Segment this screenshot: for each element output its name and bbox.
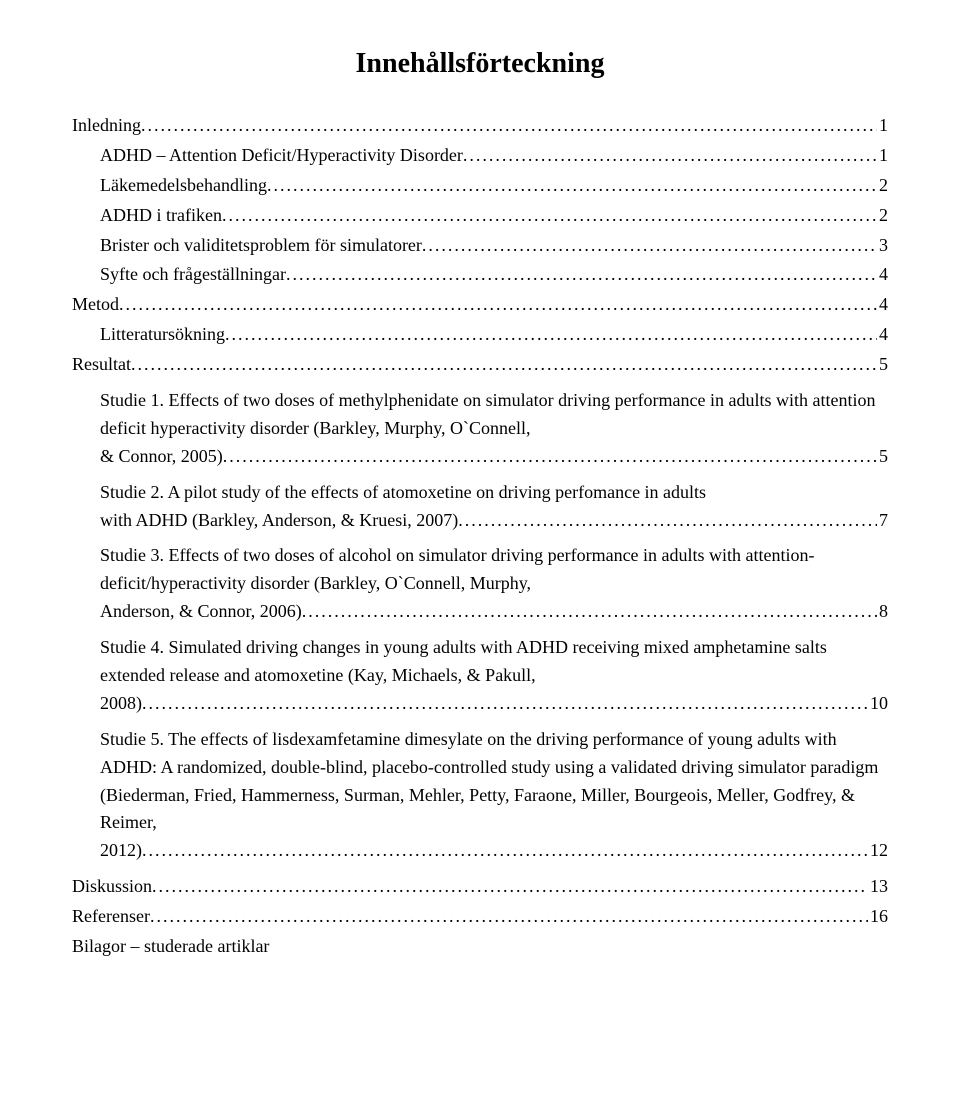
toc-page: 1	[877, 142, 888, 170]
toc-label: Metod	[72, 291, 119, 319]
toc-entry: Referenser 16	[72, 903, 888, 931]
toc-top-section: Inledning 1 ADHD – Attention Deficit/Hyper…	[72, 112, 888, 379]
toc-entry: Metod 4	[72, 291, 888, 319]
toc-studies-section: Studie 1. Effects of two doses of methyl…	[72, 387, 888, 865]
toc-leader	[142, 690, 868, 718]
toc-study-last: & Connor, 2005)	[100, 443, 223, 471]
toc-page: 16	[868, 903, 888, 931]
toc-tail-section: Diskussion 13 Referenser 16 Bilagor – studer…	[72, 865, 888, 961]
toc-leader	[302, 598, 877, 626]
toc-leader	[422, 232, 877, 260]
toc-leader	[225, 321, 877, 349]
toc-study-last: Anderson, & Connor, 2006)	[100, 598, 302, 626]
toc-page: 4	[877, 261, 888, 289]
toc-study-entry: Studie 1. Effects of two doses of methyl…	[72, 387, 888, 471]
toc-page: 4	[877, 291, 888, 319]
toc-label: ADHD – Attention Deficit/Hyperactivity D…	[100, 142, 463, 170]
toc-study-last: 2012)	[100, 837, 142, 865]
toc-entry: ADHD i trafiken 2	[72, 202, 888, 230]
toc-label: Brister och validitetsproblem för simula…	[100, 232, 422, 260]
toc-study-text: Studie 2. A pilot study of the effects o…	[100, 479, 888, 507]
toc-study-entry: Studie 2. A pilot study of the effects o…	[72, 479, 888, 535]
toc-leader	[119, 291, 877, 319]
toc-label: ADHD i trafiken	[100, 202, 222, 230]
toc-label: Diskussion	[72, 873, 152, 901]
toc-page: 4	[877, 321, 888, 349]
toc-study-entry: Studie 3. Effects of two doses of alcoho…	[72, 542, 888, 626]
toc-entry: Syfte och frågeställningar 4	[72, 261, 888, 289]
toc-page: 8	[877, 598, 888, 626]
toc-label: Referenser	[72, 903, 150, 931]
toc-page: 12	[868, 837, 888, 865]
toc-page: 5	[877, 443, 888, 471]
toc-leader	[458, 507, 877, 535]
toc-study-entry: Studie 4. Simulated driving changes in y…	[72, 634, 888, 718]
toc-study-text: Studie 5. The effects of lisdexamfetamin…	[100, 726, 888, 838]
toc-study-last: with ADHD (Barkley, Anderson, & Kruesi, …	[100, 507, 458, 535]
toc-page: 2	[877, 172, 888, 200]
toc-label: Resultat	[72, 351, 131, 379]
toc-entry: ADHD – Attention Deficit/Hyperactivity D…	[72, 142, 888, 170]
toc-leader	[223, 443, 877, 471]
toc-entry: Inledning 1	[72, 112, 888, 140]
toc-study-last: 2008)	[100, 690, 142, 718]
toc-page: 7	[877, 507, 888, 535]
toc-page: 5	[877, 351, 888, 379]
toc-leader	[152, 873, 868, 901]
toc-entry: Litteratursökning 4	[72, 321, 888, 349]
toc-leader	[142, 837, 868, 865]
toc-study-entry: Studie 5. The effects of lisdexamfetamin…	[72, 726, 888, 865]
toc-label: Syfte och frågeställningar	[100, 261, 286, 289]
toc-page: 13	[868, 873, 888, 901]
toc-study-text: Studie 3. Effects of two doses of alcoho…	[100, 542, 888, 598]
toc-label: Bilagor – studerade artiklar	[72, 933, 269, 961]
page-title: Innehållsförteckning	[72, 48, 888, 80]
toc-page: 10	[868, 690, 888, 718]
toc-page: 3	[877, 232, 888, 260]
toc-leader	[286, 261, 877, 289]
toc-entry: Diskussion 13	[72, 873, 888, 901]
toc-entry: Läkemedelsbehandling 2	[72, 172, 888, 200]
toc-leader	[267, 172, 877, 200]
toc-entry: Bilagor – studerade artiklar	[72, 933, 888, 961]
toc-leader	[463, 142, 877, 170]
toc-label: Inledning	[72, 112, 141, 140]
toc-leader	[222, 202, 877, 230]
toc-leader	[150, 903, 868, 931]
toc-study-text: Studie 1. Effects of two doses of methyl…	[100, 387, 888, 443]
toc-page: 1	[877, 112, 888, 140]
toc-entry: Resultat 5	[72, 351, 888, 379]
toc-entry: Brister och validitetsproblem för simula…	[72, 232, 888, 260]
toc-label: Läkemedelsbehandling	[100, 172, 267, 200]
toc-page: 2	[877, 202, 888, 230]
toc-study-text: Studie 4. Simulated driving changes in y…	[100, 634, 888, 690]
toc-leader	[131, 351, 877, 379]
toc-leader	[141, 112, 877, 140]
toc-label: Litteratursökning	[100, 321, 225, 349]
